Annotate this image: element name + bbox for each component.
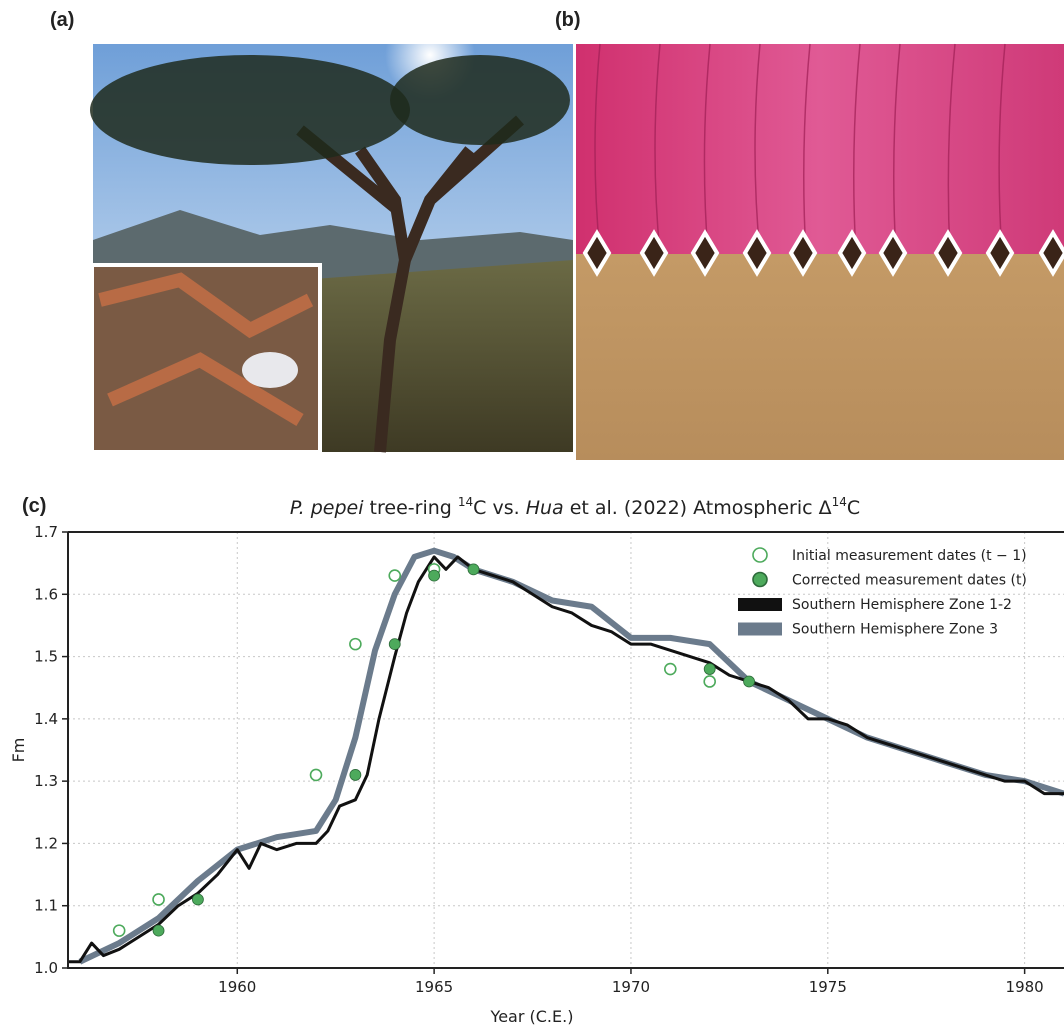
- line-series: [68, 555, 1064, 964]
- scatter-point: [703, 675, 716, 688]
- legend-label: Initial measurement dates (t − 1): [792, 548, 1027, 564]
- scatter-point: [309, 768, 323, 782]
- legend-handle: [738, 622, 782, 636]
- scatter-point: [152, 924, 165, 937]
- panel-label: (a): [50, 9, 74, 31]
- scatter-point: [349, 769, 362, 781]
- panel-label: (b): [555, 9, 581, 31]
- y-tick-label: 1.7: [34, 523, 58, 541]
- scatter-point: [192, 893, 204, 906]
- panel-label: (c): [22, 495, 46, 517]
- x-tick-label: 1975: [809, 978, 847, 996]
- y-axis-label: Fm: [9, 738, 28, 763]
- legend-label: Southern Hemisphere Zone 3: [792, 622, 998, 638]
- scatter-point: [703, 663, 716, 675]
- scatter-point: [349, 637, 362, 651]
- x-tick-label: 1970: [612, 978, 650, 996]
- axes-frame: [67, 531, 1064, 969]
- y-tick-label: 1.3: [34, 772, 58, 790]
- scatter-point: [467, 563, 480, 576]
- scatter-point: [152, 893, 165, 906]
- y-tick-label: 1.0: [34, 959, 58, 977]
- x-tick-label: 1980: [1006, 978, 1044, 996]
- legend-label: Southern Hemisphere Zone 1-2: [792, 597, 1012, 613]
- legend-handle: [752, 571, 768, 588]
- y-tick-label: 1.5: [34, 648, 58, 666]
- series-layer: [68, 547, 1064, 965]
- scatter-point: [664, 662, 677, 676]
- legend-handle: [752, 547, 768, 563]
- photo-tree: [90, 10, 573, 454]
- y-tick-label: 1.4: [34, 710, 58, 728]
- scatter-point: [743, 675, 755, 688]
- photo-wood: [576, 43, 1064, 460]
- y-tick-label: 1.2: [34, 834, 58, 852]
- scatter-point: [112, 924, 126, 937]
- scatter-point: [388, 569, 402, 582]
- plot-area: 1.0 1.1 1.2 1.3 1.4 1.5 1.6 1.7 1960 1965 1970 1975…: [34, 523, 1064, 996]
- scatter-point: [428, 569, 441, 582]
- x-tick-label: 1960: [218, 978, 256, 996]
- x-tick-label: 1965: [415, 978, 453, 996]
- y-tick-label: 1.6: [34, 585, 58, 603]
- legend-handle: [738, 598, 782, 611]
- scatter-point: [388, 638, 401, 651]
- chart-title: P. pepei tree-ring 14C vs. Hua et al. (2…: [290, 495, 860, 519]
- y-tick-label: 1.1: [34, 897, 58, 915]
- x-axis-label: Year (C.E.): [490, 1007, 574, 1026]
- legend-label: Corrected measurement dates (t): [792, 573, 1027, 589]
